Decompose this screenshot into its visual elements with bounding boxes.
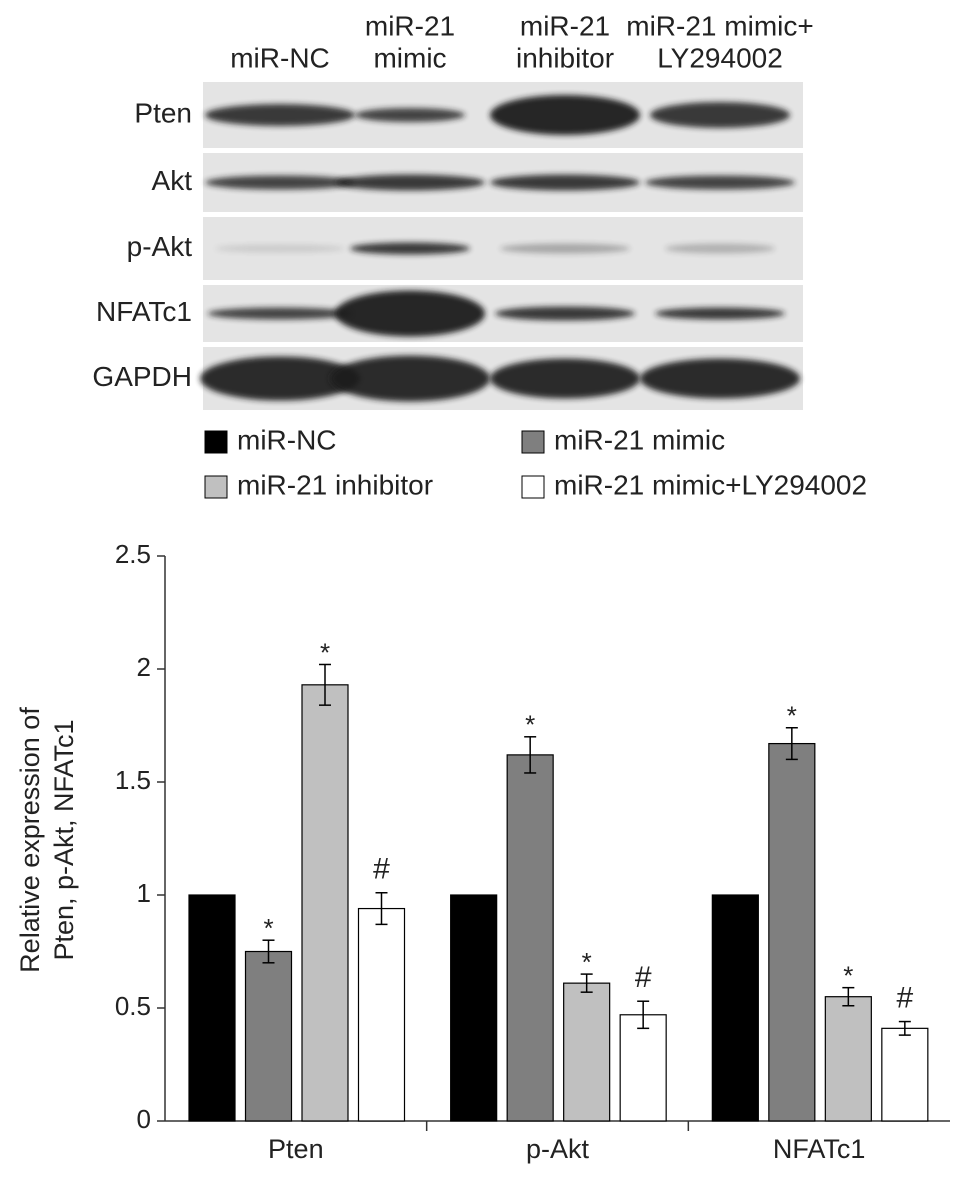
significance-mark: * (320, 637, 330, 667)
legend-swatch (204, 430, 228, 454)
error-bar (580, 973, 593, 993)
blot-band (215, 244, 345, 253)
y-axis-title: Relative expression of Pten, p-Akt, NFATc… (15, 707, 79, 973)
legend-swatch (521, 475, 545, 499)
legend-swatch (521, 430, 545, 454)
row-label: GAPDH (92, 361, 192, 392)
blot-band (330, 355, 490, 402)
blot-band (490, 358, 640, 399)
x-tick-label: Pten (268, 1134, 324, 1164)
x-tick-label: p-Akt (526, 1134, 590, 1164)
significance-mark: * (582, 947, 592, 977)
blot-band (200, 356, 360, 401)
error-bar (842, 986, 855, 1007)
significance-mark: # (896, 981, 913, 1014)
bar (188, 894, 236, 1122)
bar (711, 894, 759, 1122)
row-label: Akt (152, 165, 193, 196)
blot-band (500, 243, 630, 254)
significance-mark: # (635, 961, 652, 994)
lane-label: miR-NC (230, 42, 330, 73)
lane-label: mimic (373, 42, 446, 73)
x-tick-label: NFATc1 (773, 1134, 866, 1164)
blot-band (355, 108, 465, 122)
blot-band (335, 290, 485, 337)
bar (881, 1027, 929, 1122)
y-tick-label: 0 (137, 1104, 151, 1134)
legend-label: miR-21 inhibitor (237, 469, 433, 500)
blot-band (665, 243, 775, 254)
legend-label: miR-21 mimic+LY294002 (554, 469, 867, 500)
y-tick-label: 1 (137, 878, 151, 908)
error-bar (898, 1020, 911, 1036)
row-label: NFATc1 (96, 296, 192, 327)
y-tick-label: 2.5 (115, 539, 151, 569)
legend-label: miR-NC (237, 424, 337, 455)
bar (619, 1014, 667, 1122)
bar (301, 684, 349, 1122)
blot-band (335, 174, 485, 191)
blot-band (495, 306, 635, 321)
y-axis-title-line: Pten, p-Akt, NFATc1 (49, 719, 79, 960)
error-bar (319, 663, 331, 706)
blot-band (490, 95, 640, 135)
y-tick-label: 2 (137, 652, 151, 682)
blot-band (205, 104, 355, 126)
bar (563, 982, 611, 1122)
bar (450, 894, 498, 1122)
blot-band (350, 242, 470, 255)
blot-band (207, 307, 353, 320)
significance-mark: * (843, 961, 853, 991)
lane-label: LY294002 (657, 42, 783, 73)
y-axis-title-line: Relative expression of (15, 707, 45, 973)
blot-band (645, 175, 795, 190)
row-label: Pten (134, 97, 192, 128)
row-label: p-Akt (127, 231, 193, 262)
legend-label: miR-21 mimic (554, 424, 725, 455)
y-tick-label: 0.5 (115, 991, 151, 1021)
lane-label: miR-21 (365, 10, 455, 41)
blot-band (205, 175, 355, 190)
lane-label: miR-21 mimic+ (626, 10, 813, 41)
blot-band (650, 102, 790, 128)
bar (244, 950, 293, 1122)
error-bar (262, 939, 275, 964)
error-bar (637, 1000, 650, 1030)
bar (768, 742, 816, 1122)
legend-swatch (204, 475, 228, 499)
blot-band (490, 174, 640, 191)
y-tick-label: 1.5 (115, 765, 151, 795)
significance-mark: * (787, 701, 797, 731)
error-bar (524, 736, 537, 774)
error-bar (375, 891, 388, 926)
lane-label: miR-21 (520, 10, 610, 41)
significance-mark: * (525, 710, 535, 740)
error-bar (785, 727, 798, 761)
significance-mark: # (373, 853, 390, 886)
bar (824, 996, 872, 1122)
blot-band (640, 358, 800, 399)
bar (506, 754, 554, 1122)
lane-label: inhibitor (516, 42, 614, 73)
blot-band (655, 307, 785, 320)
bar (357, 907, 406, 1122)
significance-mark: * (263, 913, 273, 943)
